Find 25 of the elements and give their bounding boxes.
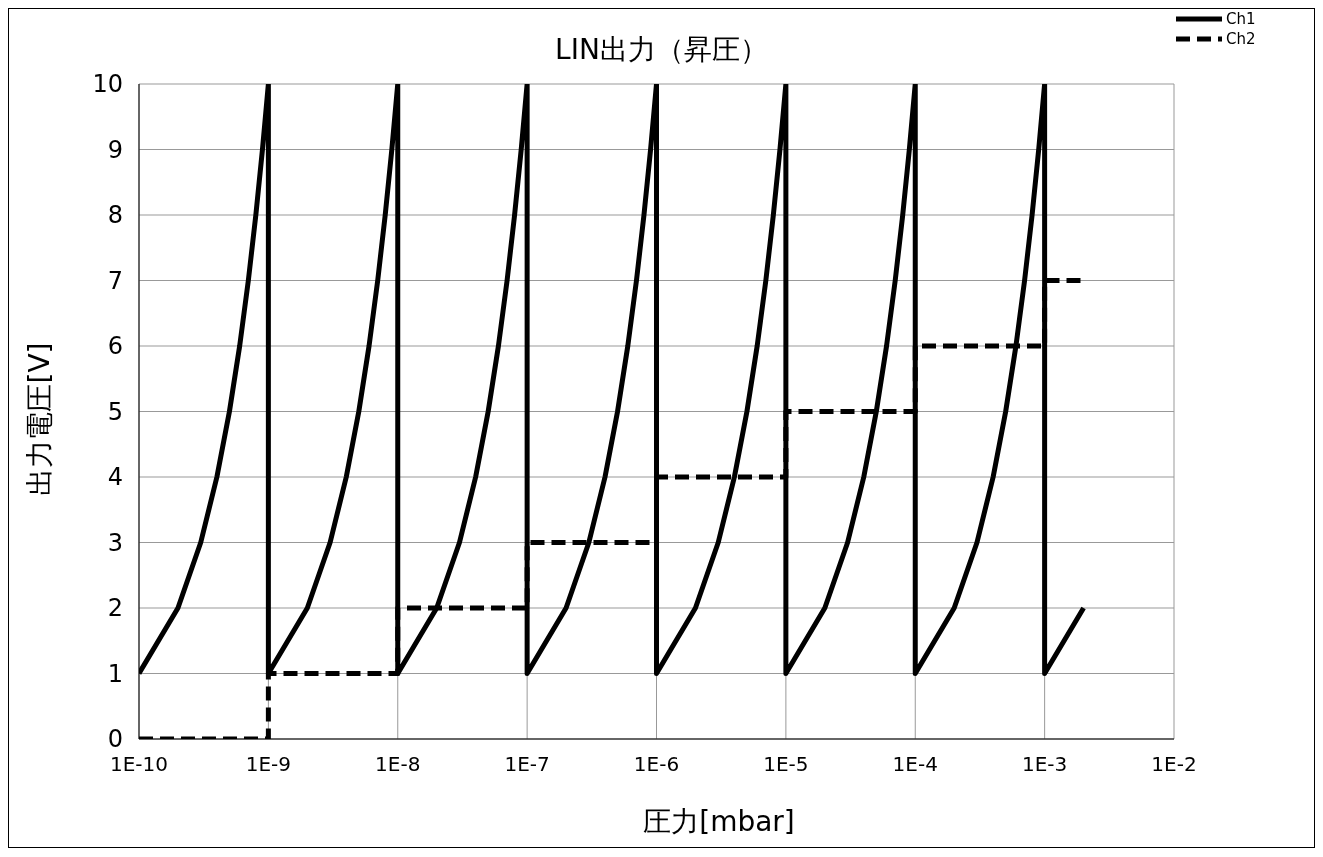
y-tick-label: 5 — [107, 397, 123, 426]
x-tick-label: 1E-3 — [1021, 752, 1068, 777]
y-tick-label: 4 — [107, 463, 123, 491]
y-tick-label: 6 — [107, 332, 123, 360]
y-tick-label: 9 — [107, 135, 123, 164]
x-tick-label: 1E-2 — [1151, 752, 1197, 777]
legend-label: Ch1 — [1226, 10, 1256, 28]
legend-label: Ch2 — [1226, 30, 1256, 48]
x-tick-label: 1E-4 — [892, 752, 938, 777]
y-tick-label: 0 — [107, 725, 123, 753]
y-tick-label: 8 — [107, 201, 123, 229]
y-tick-label: 7 — [107, 266, 123, 295]
y-tick-label: 10 — [92, 70, 123, 98]
y-axis-title: 出力電圧[V] — [21, 342, 56, 496]
chart-title: LIN出力（昇圧） — [555, 33, 768, 66]
y-tick-label: 3 — [107, 528, 123, 557]
x-tick-label: 1E-7 — [504, 752, 550, 777]
x-tick-label: 1E-9 — [245, 752, 292, 777]
y-tick-label: 1 — [107, 659, 123, 688]
y-tick-label: 2 — [107, 594, 123, 622]
x-tick-label: 1E-10 — [109, 752, 169, 777]
x-tick-label: 1E-5 — [763, 752, 809, 777]
x-axis-title: 圧力[mbar] — [642, 804, 796, 840]
x-tick-label: 1E-8 — [375, 752, 421, 777]
x-tick-label: 1E-6 — [633, 752, 680, 777]
